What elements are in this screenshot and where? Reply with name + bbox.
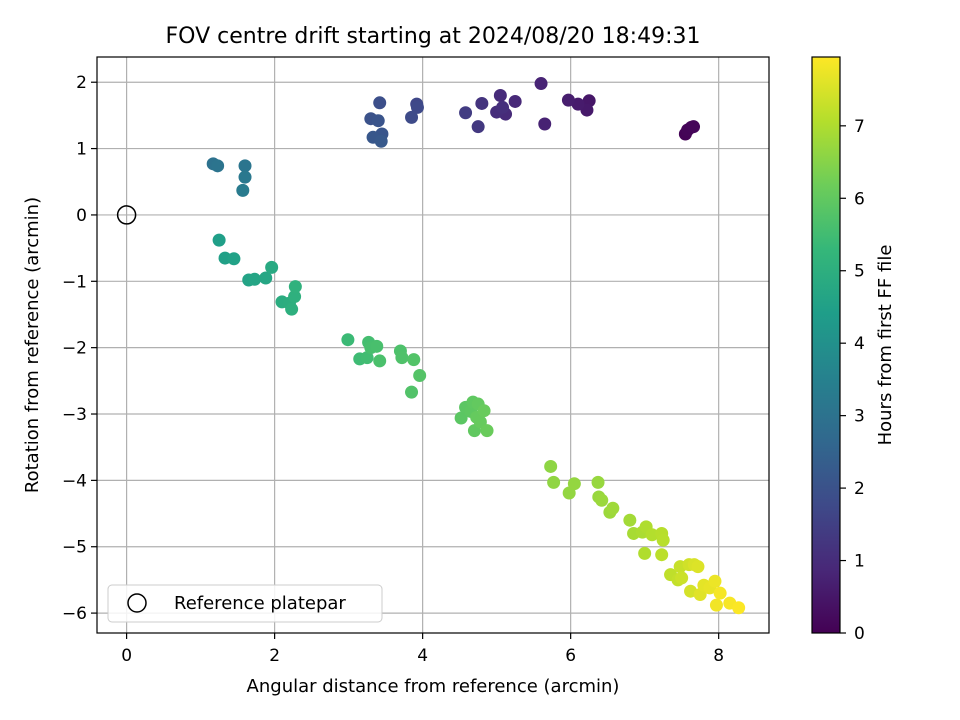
x-axis-label: Angular distance from reference (arcmin) (247, 676, 620, 697)
data-point (370, 339, 384, 353)
data-point (236, 183, 250, 197)
data-point (238, 159, 252, 173)
data-point (496, 100, 510, 114)
legend: Reference platepar (107, 584, 383, 623)
reference-marker (116, 205, 137, 225)
data-point (591, 475, 605, 489)
data-point (544, 459, 558, 473)
colorbar-tick-label: 4 (854, 334, 865, 354)
data-point (288, 280, 302, 294)
data-point (547, 475, 561, 489)
y-tick-label: −3 (62, 405, 87, 425)
legend-marker (127, 593, 147, 613)
y-tick-label: 2 (76, 73, 87, 93)
data-point (413, 369, 427, 383)
x-grid (126, 57, 720, 633)
data-point (410, 100, 424, 114)
data-point (212, 233, 226, 247)
colorbar-tick-label: 5 (854, 262, 865, 282)
data-point (645, 528, 659, 542)
data-point (373, 96, 387, 110)
colorbar-tick-label: 7 (854, 117, 865, 137)
data-point (288, 290, 302, 304)
data-point (675, 571, 689, 585)
y-axis-ticks: 2 1 0 −1 −2 −3 −4 −5 −6 (62, 73, 97, 624)
data-point (567, 477, 581, 491)
x-axis-ticks: 0 2 4 6 8 (121, 633, 724, 666)
colorbar-tick-label: 3 (854, 407, 865, 427)
data-point (373, 354, 387, 368)
data-point (687, 120, 701, 134)
data-point (708, 574, 722, 588)
legend-label: Reference platepar (174, 593, 346, 614)
data-point (480, 424, 494, 438)
data-point (285, 302, 299, 316)
plot-frame (96, 56, 770, 634)
y-tick-label: −1 (62, 272, 87, 292)
data-point (405, 110, 419, 124)
y-tick-label: −6 (62, 604, 87, 624)
y-tick-label: 1 (76, 140, 87, 160)
colorbar-tick-label: 2 (854, 479, 865, 499)
colorbar-tick-label: 1 (854, 552, 865, 572)
data-point (248, 272, 262, 286)
data-point (606, 501, 620, 515)
data-point (623, 513, 637, 527)
y-tick-label: −5 (62, 538, 87, 558)
data-point (395, 351, 409, 365)
data-point (405, 385, 419, 399)
y-tick-label: −4 (62, 471, 87, 491)
data-points (206, 77, 746, 615)
data-point (211, 159, 225, 173)
x-tick-label: 0 (121, 646, 132, 666)
data-point (493, 88, 507, 102)
data-point (341, 333, 355, 347)
x-tick-label: 8 (713, 646, 724, 666)
x-tick-label: 6 (565, 646, 576, 666)
data-point (508, 94, 522, 108)
legend-box (107, 584, 383, 623)
colorbar-label: Hours from first FF file (875, 245, 896, 446)
data-point (713, 586, 727, 600)
colorbar-tick-label: 6 (854, 189, 865, 209)
data-point (374, 134, 388, 148)
y-tick-label: 0 (76, 206, 87, 226)
data-point (471, 120, 485, 134)
data-point (691, 560, 705, 574)
x-tick-label: 2 (269, 646, 280, 666)
data-point (534, 77, 548, 91)
colorbar (811, 56, 841, 634)
data-point (595, 493, 609, 507)
data-point (709, 598, 723, 612)
chart-title: FOV centre drift starting at 2024/08/20 … (166, 24, 701, 49)
data-point (638, 546, 652, 560)
y-axis-label: Rotation from reference (arcmin) (22, 197, 43, 493)
data-point (360, 351, 374, 365)
data-point (459, 106, 473, 120)
data-point (475, 96, 489, 110)
data-point (371, 114, 385, 128)
data-point (454, 411, 468, 425)
data-point (656, 533, 670, 547)
data-point (259, 271, 273, 285)
colorbar-tick-label: 0 (854, 624, 865, 644)
x-tick-label: 4 (417, 646, 428, 666)
colorbar-ticks: 0 1 2 3 4 5 6 7 (840, 117, 865, 644)
data-point (655, 548, 669, 562)
y-tick-label: −2 (62, 339, 87, 359)
data-point (538, 117, 552, 131)
y-grid (97, 81, 769, 614)
data-point (265, 260, 279, 274)
data-point (227, 252, 241, 266)
data-point (561, 93, 575, 107)
data-point (732, 601, 746, 615)
data-point (238, 170, 252, 184)
data-point (407, 353, 421, 367)
data-point (477, 404, 491, 418)
